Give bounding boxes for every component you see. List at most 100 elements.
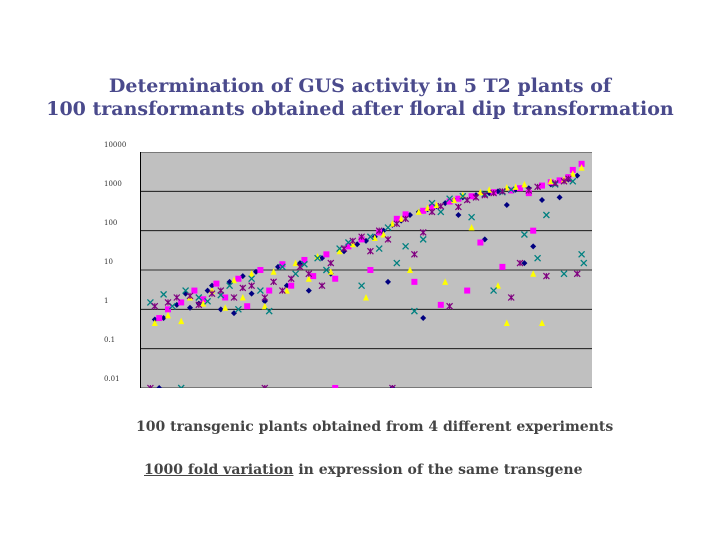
data-point <box>551 179 559 187</box>
data-point <box>393 220 401 228</box>
data-point <box>244 303 251 310</box>
data-point <box>402 242 410 250</box>
data-point <box>156 315 163 322</box>
data-point <box>165 306 171 313</box>
data-point <box>433 201 440 208</box>
data-point <box>314 254 322 262</box>
data-point <box>442 278 449 285</box>
data-point <box>388 384 396 388</box>
data-point <box>517 185 523 192</box>
data-point <box>187 304 193 311</box>
data-point <box>177 384 185 388</box>
y-tick-label: 1000 <box>104 180 122 188</box>
data-point <box>213 280 220 287</box>
data-point <box>327 268 334 275</box>
data-point <box>539 182 545 189</box>
y-tick-label: 10000 <box>104 141 127 149</box>
data-point <box>367 267 374 273</box>
data-point <box>354 241 361 248</box>
data-point <box>415 208 422 215</box>
data-point <box>542 272 550 280</box>
data-point <box>340 245 348 253</box>
data-point <box>305 270 313 278</box>
data-point <box>530 227 537 234</box>
data-point <box>195 294 203 301</box>
y-tick-label: 1 <box>104 297 109 305</box>
y-tick-label: 100 <box>104 219 118 227</box>
data-point <box>235 275 242 282</box>
data-point <box>248 275 256 283</box>
data-point <box>323 251 330 258</box>
data-point <box>336 247 343 255</box>
data-point <box>375 227 383 235</box>
data-point <box>481 191 489 199</box>
caption-variation: 1000 fold variation in expression of the… <box>144 462 582 478</box>
data-point <box>446 195 454 203</box>
data-point <box>287 275 295 283</box>
data-point <box>332 275 339 282</box>
data-point <box>580 259 588 267</box>
data-point <box>151 319 158 326</box>
data-point <box>310 273 317 280</box>
data-point <box>234 305 242 313</box>
data-point <box>222 294 229 301</box>
data-point <box>178 299 185 306</box>
data-point <box>556 177 563 184</box>
data-point <box>560 270 568 278</box>
data-point <box>257 267 264 273</box>
data-point <box>455 195 462 202</box>
data-point <box>573 270 581 278</box>
data-point <box>530 243 537 250</box>
caption-variation-underlined: 1000 fold variation <box>144 462 294 478</box>
data-point <box>204 287 211 294</box>
data-point <box>420 207 427 214</box>
data-point <box>459 191 466 199</box>
data-point <box>322 266 330 274</box>
data-point <box>314 253 321 260</box>
data-point <box>574 172 581 179</box>
data-point <box>384 224 392 232</box>
data-point <box>464 287 471 294</box>
data-point <box>407 266 413 273</box>
data-point <box>521 180 528 188</box>
data-point <box>261 302 268 310</box>
data-point <box>468 224 475 231</box>
data-point <box>446 198 453 205</box>
data-point <box>248 270 255 277</box>
data-point <box>327 259 335 267</box>
data-point <box>151 302 159 310</box>
data-point <box>455 212 462 219</box>
y-tick-label: 0.01 <box>104 375 120 383</box>
data-point <box>156 385 163 388</box>
data-point <box>191 287 198 294</box>
data-point <box>358 282 366 290</box>
data-point <box>468 193 475 200</box>
data-point <box>564 175 572 183</box>
data-point <box>305 275 312 282</box>
data-point <box>239 293 246 301</box>
data-point <box>472 194 480 201</box>
slide-title-line-2: 100 transformants obtained after floral … <box>46 98 674 120</box>
data-point <box>393 259 401 267</box>
data-point <box>366 247 374 255</box>
data-point <box>178 317 185 325</box>
data-point <box>419 235 427 243</box>
data-point <box>375 245 383 253</box>
data-point <box>230 294 238 301</box>
data-point <box>164 298 172 306</box>
data-point <box>165 311 171 319</box>
data-point <box>186 292 194 300</box>
data-point <box>363 293 369 301</box>
data-point <box>200 296 207 303</box>
data-point <box>332 385 339 388</box>
data-point <box>270 278 278 286</box>
data-point <box>560 177 568 185</box>
data-point <box>385 278 391 285</box>
data-point <box>477 188 484 196</box>
data-point <box>437 208 445 216</box>
data-point <box>490 189 498 197</box>
data-point <box>248 290 255 297</box>
data-point <box>490 287 498 295</box>
data-point <box>366 233 374 241</box>
data-point <box>569 170 576 177</box>
